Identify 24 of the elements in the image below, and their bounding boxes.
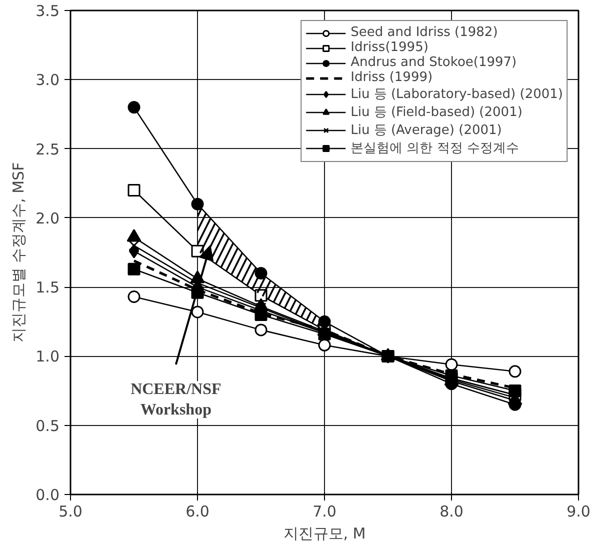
y-tick-label: 0.0: [36, 486, 60, 504]
y-tick-label: 1.0: [36, 348, 60, 366]
y-tick-label: 3.5: [36, 2, 60, 20]
legend-label: Liu 등 (Field-based) (2001): [350, 104, 522, 121]
y-tick-label: 3.0: [36, 71, 60, 90]
x-axis-title: 지진규모, M: [283, 524, 366, 542]
y-axis-title: 지진규모별 수정계수, MSF: [10, 162, 28, 343]
x-tick-label: 7.0: [312, 502, 336, 520]
legend-label: Liu 등 (Average) (2001): [350, 122, 502, 139]
y-tick-label: 2.0: [36, 209, 60, 228]
x-tick-label: 5.0: [58, 502, 82, 520]
legend-label: Seed and Idriss (1982): [350, 25, 498, 40]
annotation: NCEER/NSF Workshop: [130, 381, 222, 419]
x-tick-label: 8.0: [440, 502, 464, 520]
y-tick-label: 2.5: [36, 140, 60, 158]
legend-label: Idriss(1995): [350, 40, 428, 55]
y-tick-label: 1.5: [36, 278, 60, 297]
legend-label: 본실험에 의한 적정 수정계수: [350, 140, 520, 157]
x-tick-label: 6.0: [186, 502, 210, 520]
y-tick-label: 0.5: [36, 416, 60, 435]
legend-label: Liu 등 (Laboratory-based) (2001): [350, 86, 563, 103]
x-tick-label: 9.0: [566, 502, 590, 520]
legend-label: Andrus and Stokoe(1997): [350, 55, 517, 70]
legend-label: Idriss (1999): [350, 70, 433, 85]
